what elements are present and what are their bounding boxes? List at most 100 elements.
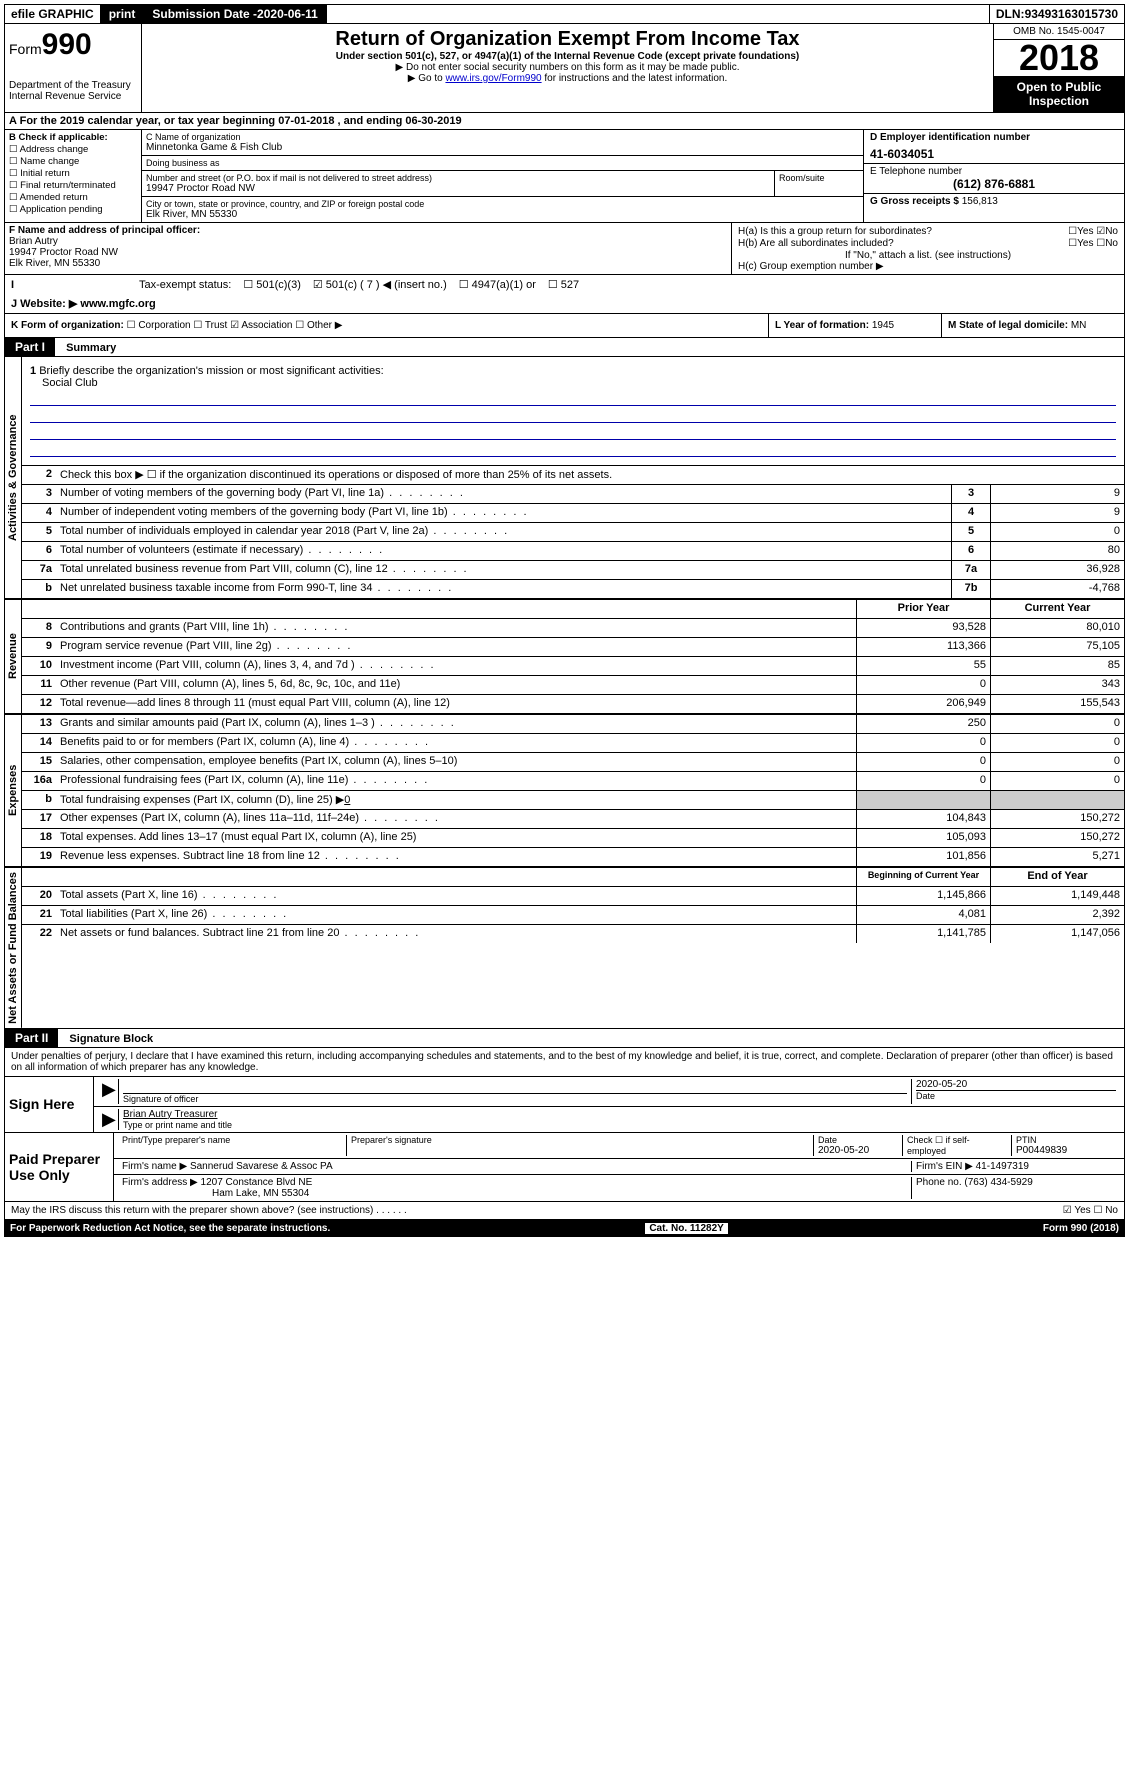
line-11: 11Other revenue (Part VIII, column (A), …: [22, 675, 1124, 694]
section-bcd: B Check if applicable: ☐ Address change …: [4, 130, 1125, 223]
hb-label: H(b) Are all subordinates included?: [738, 238, 894, 249]
tel-value: (612) 876-6881: [870, 177, 1118, 191]
line-7a: 7aTotal unrelated business revenue from …: [22, 560, 1124, 579]
line-1: 1 Briefly describe the organization's mi…: [22, 357, 1124, 465]
group-return-block: H(a) Is this a group return for subordin…: [732, 223, 1124, 274]
officer-addr1: 19947 Proctor Road NW: [9, 247, 727, 258]
expenses-section: Expenses 13Grants and similar amounts pa…: [5, 715, 1124, 868]
side-revenue: Revenue: [5, 600, 22, 713]
chk-trust[interactable]: ☐ Trust: [193, 320, 227, 331]
dba-label: Doing business as: [146, 158, 859, 168]
sig-name-cell: Brian Autry Treasurer Type or print name…: [119, 1109, 1120, 1130]
form-subtitle: Under section 501(c), 527, or 4947(a)(1)…: [146, 51, 989, 62]
rev-header: Prior Year Current Year: [22, 600, 1124, 618]
hc-label: H(c) Group exemption number ▶: [738, 261, 1118, 272]
line-16a: 16aProfessional fundraising fees (Part I…: [22, 771, 1124, 790]
ein-label: D Employer identification number: [870, 132, 1118, 143]
ha-answer: ☐Yes ☑No: [1068, 226, 1118, 237]
mission-rule: [30, 442, 1116, 457]
tel-label: E Telephone number: [870, 166, 1118, 177]
open-inspection: Open to Public Inspection: [994, 76, 1124, 112]
paid-preparer-label: Paid Preparer Use Only: [5, 1133, 114, 1201]
chk-address-change[interactable]: ☐ Address change: [9, 144, 137, 155]
gross-label: G Gross receipts $: [870, 196, 962, 207]
na-header: Beginning of Current Year End of Year: [22, 868, 1124, 886]
form-id: Form990 Department of the Treasury Inter…: [5, 24, 142, 112]
chk-name-change[interactable]: ☐ Name change: [9, 156, 137, 167]
revenue-section: Revenue Prior Year Current Year 8Contrib…: [5, 600, 1124, 715]
line-9: 9Program service revenue (Part VIII, lin…: [22, 637, 1124, 656]
line-6: 6Total number of volunteers (estimate if…: [22, 541, 1124, 560]
addr-label: Number and street (or P.O. box if mail i…: [146, 173, 770, 183]
gross-value: 156,813: [962, 196, 998, 207]
col-c-org-info: C Name of organization Minnetonka Game &…: [142, 130, 864, 222]
chk-app-pending[interactable]: ☐ Application pending: [9, 204, 137, 215]
instructions-link[interactable]: www.irs.gov/Form990: [445, 73, 541, 84]
part2-title: Signature Block: [61, 1033, 153, 1045]
activities-section: Activities & Governance 1 Briefly descri…: [5, 357, 1124, 600]
ein-value: 41-6034051: [870, 147, 1118, 161]
line-17: 17Other expenses (Part IX, column (A), l…: [22, 809, 1124, 828]
pra-notice: For Paperwork Reduction Act Notice, see …: [10, 1223, 330, 1234]
chk-501c[interactable]: ☑ 501(c) ( 7 ) ◀ (insert no.): [313, 278, 447, 291]
chk-corp[interactable]: ☐ Corporation: [127, 320, 191, 331]
side-netassets: Net Assets or Fund Balances: [5, 868, 22, 1028]
line-8: 8Contributions and grants (Part VIII, li…: [22, 618, 1124, 637]
hb-note: If "No," attach a list. (see instruction…: [738, 250, 1118, 261]
m-state: M State of legal domicile: MN: [942, 314, 1124, 337]
l1-value: Social Club: [30, 377, 1116, 389]
l1-label: Briefly describe the organization's miss…: [39, 365, 383, 377]
org-name-row: C Name of organization Minnetonka Game &…: [142, 130, 863, 156]
mission-rule: [30, 425, 1116, 440]
paid-preparer-block: Paid Preparer Use Only Print/Type prepar…: [4, 1133, 1125, 1202]
ein-row: D Employer identification number 41-6034…: [864, 130, 1124, 164]
dba-row: Doing business as: [142, 156, 863, 171]
cat-no: Cat. No. 11282Y: [645, 1223, 727, 1234]
line-3: 3Number of voting members of the governi…: [22, 484, 1124, 503]
chk-final-return[interactable]: ☐ Final return/terminated: [9, 180, 137, 191]
chk-initial-return[interactable]: ☐ Initial return: [9, 168, 137, 179]
city-row: City or town, state or province, country…: [142, 197, 863, 222]
chk-527[interactable]: ☐ 527: [548, 278, 579, 291]
mission-rule: [30, 391, 1116, 406]
side-expenses: Expenses: [5, 715, 22, 866]
chk-501c3[interactable]: ☐ 501(c)(3): [243, 278, 301, 291]
col-b-checkboxes: B Check if applicable: ☐ Address change …: [5, 130, 142, 222]
netassets-section: Net Assets or Fund Balances Beginning of…: [5, 868, 1124, 1028]
line-13: 13Grants and similar amounts paid (Part …: [22, 715, 1124, 733]
chk-4947[interactable]: ☐ 4947(a)(1) or: [459, 278, 536, 291]
footer-bar: For Paperwork Reduction Act Notice, see …: [4, 1220, 1125, 1237]
addr-row: Number and street (or P.O. box if mail i…: [142, 171, 863, 197]
tel-row: E Telephone number (612) 876-6881: [864, 164, 1124, 194]
ssn-note: Do not enter social security numbers on …: [146, 62, 989, 73]
chk-assoc[interactable]: ☑ Association: [230, 320, 292, 331]
line-12: 12Total revenue—add lines 8 through 11 (…: [22, 694, 1124, 713]
chk-other[interactable]: ☐ Other ▶: [295, 320, 342, 331]
prep-row2: Firm's name ▶ Sannerud Savarese & Assoc …: [114, 1159, 1124, 1175]
sig-arrow-icon: ▶: [98, 1109, 119, 1130]
print-button[interactable]: print: [101, 5, 145, 23]
chk-amended[interactable]: ☐ Amended return: [9, 192, 137, 203]
gross-row: G Gross receipts $ 156,813: [864, 194, 1124, 222]
part1-title: Summary: [58, 342, 116, 354]
line-21: 21Total liabilities (Part X, line 26)4,0…: [22, 905, 1124, 924]
part2-header: Part II Signature Block: [4, 1029, 1125, 1048]
sig-officer-cell: Signature of officer: [119, 1079, 912, 1104]
mission-rule: [30, 408, 1116, 423]
tax-status-label: Tax-exempt status:: [139, 279, 231, 291]
dln: DLN: 93493163015730: [990, 5, 1124, 23]
line-16b: bTotal fundraising expenses (Part IX, co…: [22, 790, 1124, 809]
part1-num: Part I: [5, 338, 55, 356]
col-d-ids: D Employer identification number 41-6034…: [864, 130, 1124, 222]
ha-label: H(a) Is this a group return for subordin…: [738, 226, 932, 237]
line-14: 14Benefits paid to or for members (Part …: [22, 733, 1124, 752]
irs-label: Internal Revenue Service: [9, 91, 137, 102]
discuss-answer: ☑ Yes ☐ No: [1063, 1205, 1118, 1216]
room-label: Room/suite: [779, 173, 859, 183]
summary-block: Activities & Governance 1 Briefly descri…: [4, 357, 1125, 1029]
dept-treasury: Department of the Treasury: [9, 80, 137, 91]
form-ref: Form 990 (2018): [1043, 1223, 1119, 1234]
prep-row3: Firm's address ▶ 1207 Constance Blvd NE …: [114, 1175, 1124, 1201]
year-block: OMB No. 1545-0047 2018 Open to Public In…: [994, 24, 1124, 112]
efile-label: efile GRAPHIC: [5, 5, 101, 23]
